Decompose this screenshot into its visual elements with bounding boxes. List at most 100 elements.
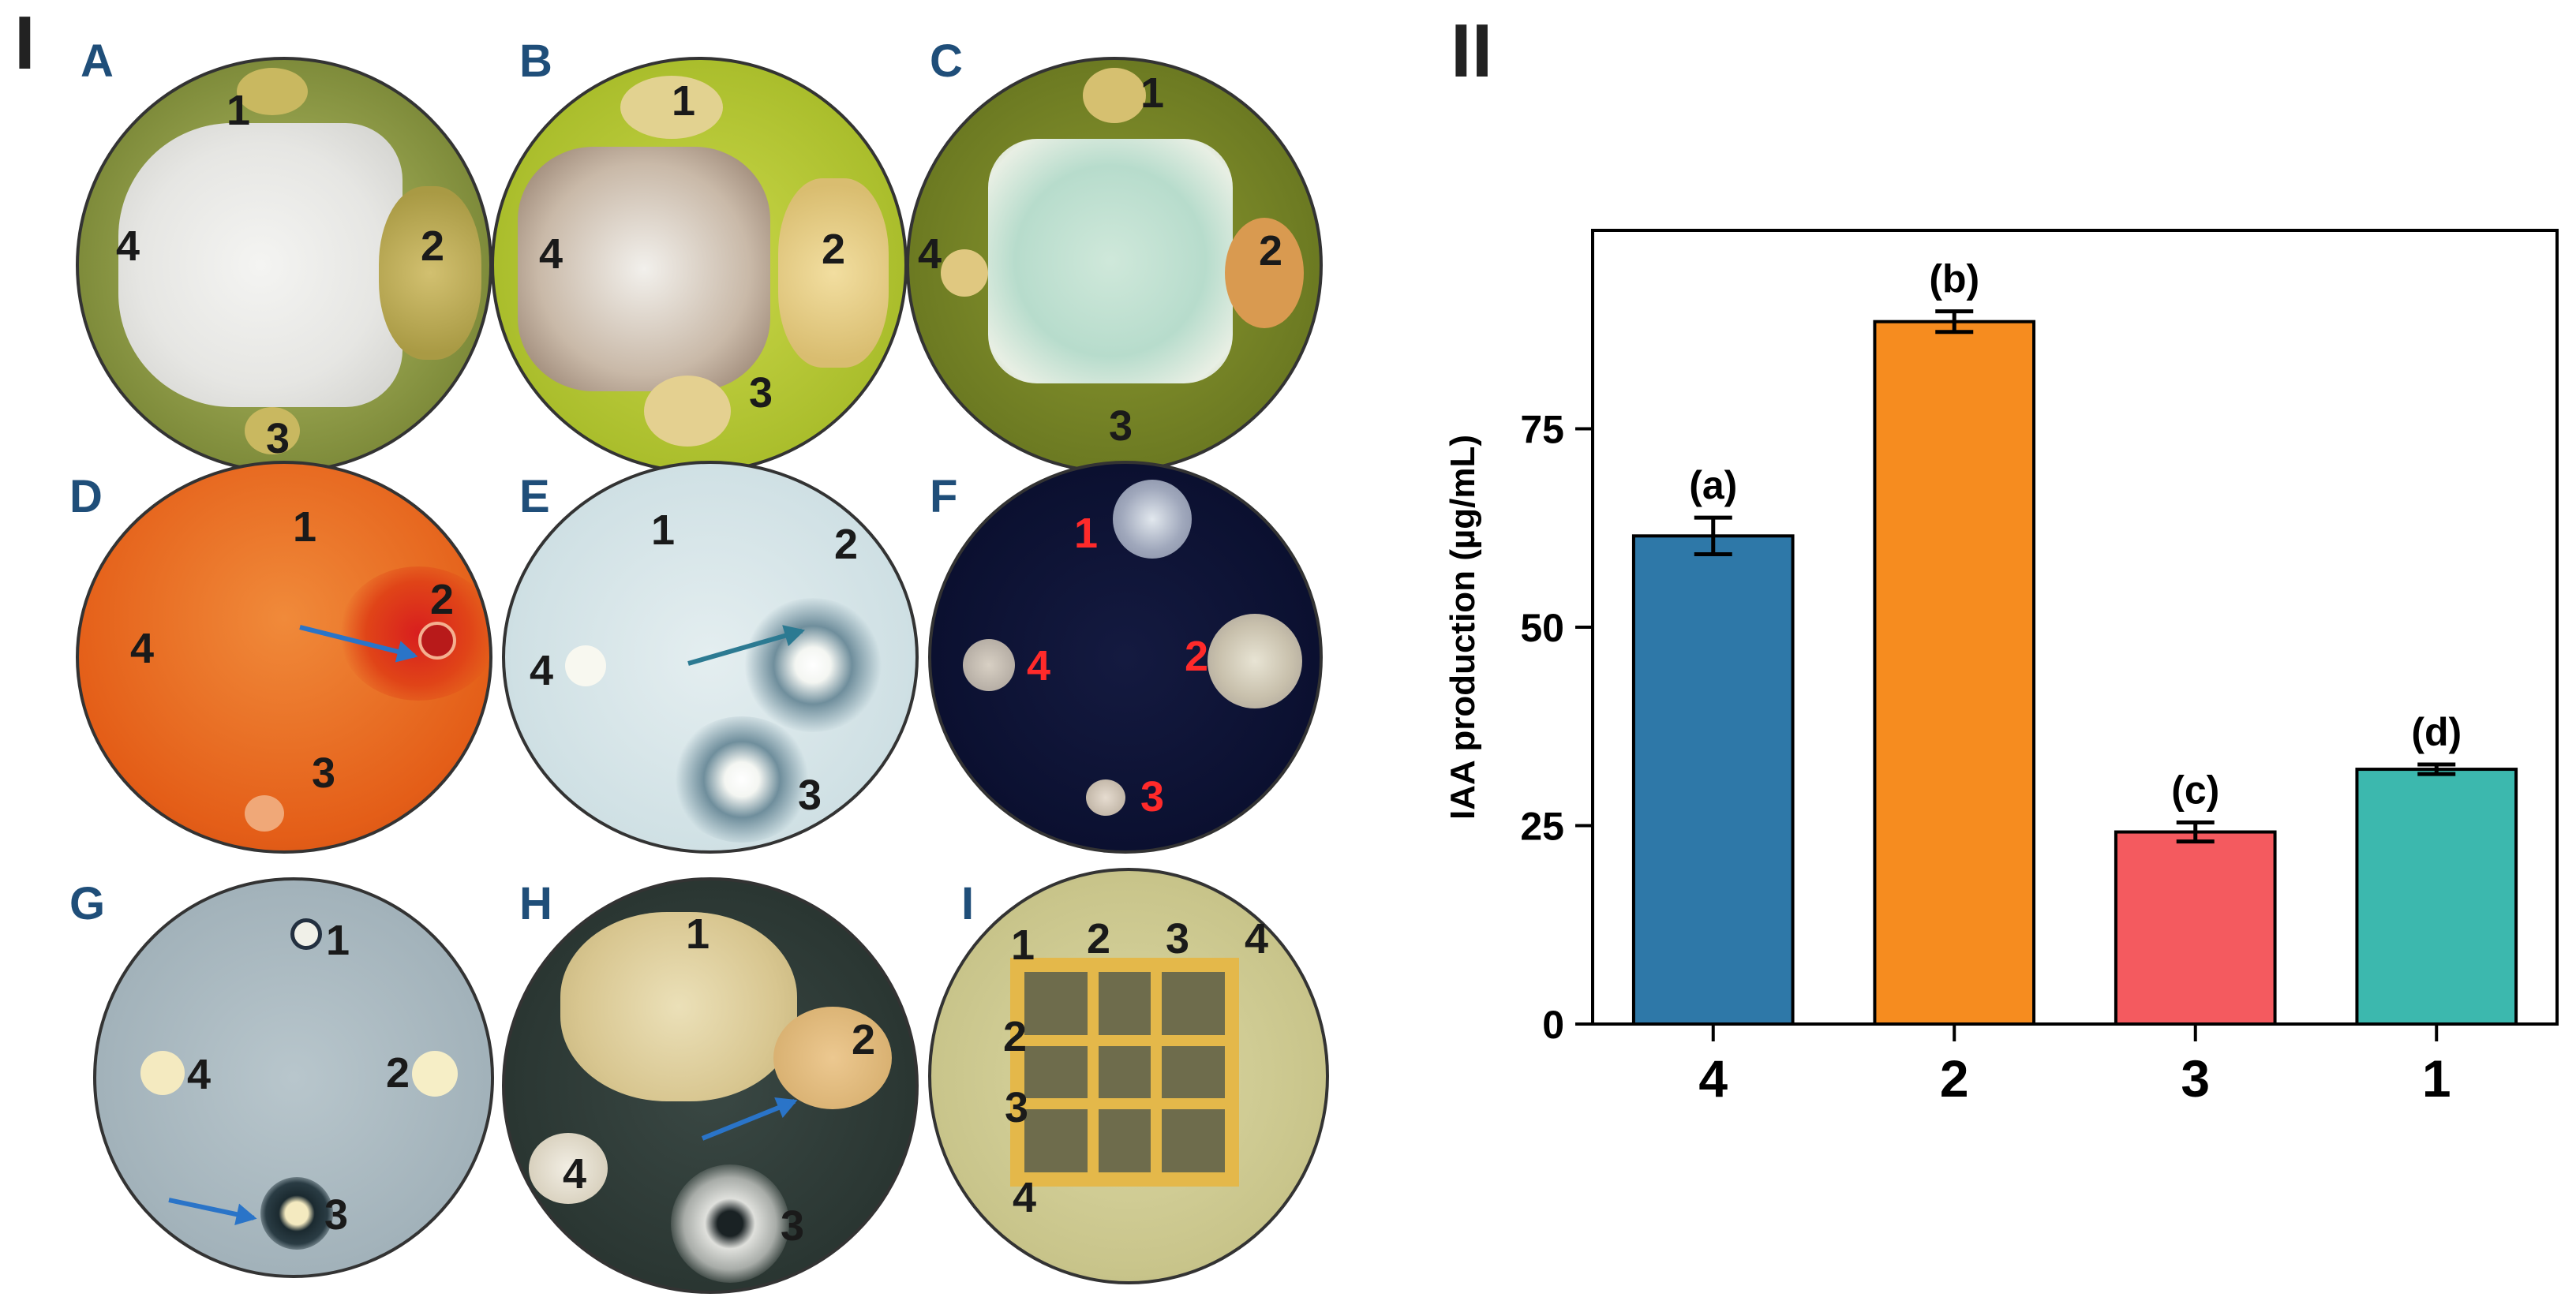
y-tick-label: 0 bbox=[1542, 1003, 1564, 1047]
plate-a-label-3: 3 bbox=[265, 415, 290, 462]
plate-a-label-2: 2 bbox=[420, 222, 445, 270]
plate-i-top-label-2: 2 bbox=[1086, 915, 1111, 963]
plate-e-label-3: 3 bbox=[797, 772, 822, 819]
x-tick-label: 3 bbox=[2181, 1049, 2210, 1108]
significance-label: (b) bbox=[1929, 257, 1979, 301]
plate-f-letter: F bbox=[930, 471, 958, 522]
plate-g-label-1: 1 bbox=[325, 917, 350, 964]
bacterial-colony bbox=[140, 1051, 185, 1095]
bar bbox=[2114, 830, 2277, 1026]
bacterial-colony bbox=[560, 912, 797, 1101]
y-tick-label: 50 bbox=[1520, 606, 1564, 650]
significance-label: (c) bbox=[2171, 768, 2219, 812]
x-tick-label: 2 bbox=[1940, 1049, 1969, 1108]
bacterial-colony bbox=[379, 186, 481, 360]
bacterial-colony bbox=[565, 645, 606, 686]
bar bbox=[2355, 768, 2518, 1026]
plate-i-top-label-4: 4 bbox=[1244, 915, 1269, 963]
bacterial-colony bbox=[941, 249, 988, 297]
plate-h bbox=[502, 877, 919, 1294]
bacterial-colony bbox=[644, 376, 731, 447]
streak-grid bbox=[1010, 958, 1239, 1187]
plate-f-label-4: 4 bbox=[1026, 642, 1051, 690]
fungal-mycelium bbox=[118, 123, 402, 407]
plate-h-label-4: 4 bbox=[562, 1150, 587, 1198]
plate-i-letter: I bbox=[961, 878, 975, 929]
plate-b-label-3: 3 bbox=[748, 369, 773, 417]
halo-zone bbox=[671, 1164, 789, 1283]
plate-f bbox=[928, 461, 1323, 854]
bacterial-colony bbox=[245, 795, 284, 832]
bacterial-colony bbox=[620, 76, 723, 139]
plate-c bbox=[906, 57, 1323, 473]
plate-i-left-label-4: 4 bbox=[1012, 1174, 1037, 1221]
plate-d-label-4: 4 bbox=[129, 625, 155, 672]
fungal-mycelium bbox=[988, 139, 1233, 383]
bacterial-colony bbox=[1225, 218, 1304, 328]
plate-h-label-1: 1 bbox=[685, 910, 710, 958]
plate-b-label-4: 4 bbox=[538, 230, 564, 278]
bacterial-colony bbox=[245, 407, 300, 454]
bacterial-colony bbox=[1113, 480, 1192, 559]
plate-c-letter: C bbox=[930, 36, 963, 87]
bacterial-colony bbox=[963, 639, 1015, 691]
plate-g-label-3: 3 bbox=[324, 1191, 349, 1239]
plate-c-label-2: 2 bbox=[1258, 227, 1283, 275]
bar bbox=[1631, 534, 1795, 1026]
plate-i-left-label-3: 3 bbox=[1004, 1084, 1029, 1131]
panel-i-label: I bbox=[14, 1, 36, 85]
plate-g bbox=[93, 877, 494, 1278]
plate-f-label-3: 3 bbox=[1140, 773, 1165, 820]
y-tick-label: 75 bbox=[1520, 408, 1564, 452]
halo-zone bbox=[339, 566, 489, 701]
plate-d bbox=[76, 461, 492, 854]
plate-i-top-label-1: 1 bbox=[1010, 921, 1035, 969]
bacterial-colony bbox=[529, 1133, 608, 1204]
plate-c-label-1: 1 bbox=[1140, 69, 1165, 117]
plate-e-label-1: 1 bbox=[650, 506, 676, 554]
plate-a-letter: A bbox=[80, 36, 114, 87]
plate-c-label-3: 3 bbox=[1108, 402, 1133, 450]
plate-g-letter: G bbox=[69, 878, 106, 929]
plate-b-label-1: 1 bbox=[671, 77, 696, 125]
bar bbox=[1873, 320, 2036, 1026]
plate-a-label-1: 1 bbox=[226, 87, 251, 134]
x-tick-label: 4 bbox=[1698, 1049, 1728, 1108]
plate-g-label-4: 4 bbox=[186, 1051, 212, 1098]
plate-i-left-label-2: 2 bbox=[1002, 1013, 1028, 1060]
plate-b-label-2: 2 bbox=[821, 226, 846, 273]
plate-d-label-2: 2 bbox=[429, 576, 455, 623]
plate-h-letter: H bbox=[519, 878, 552, 929]
significance-label: (a) bbox=[1689, 463, 1737, 507]
plate-d-label-1: 1 bbox=[292, 503, 317, 551]
bacterial-colony bbox=[237, 68, 308, 115]
plate-a bbox=[76, 57, 492, 473]
panel-ii-label: II bbox=[1451, 9, 1493, 93]
plate-e-label-2: 2 bbox=[833, 521, 859, 568]
plate-b bbox=[491, 57, 908, 473]
bacterial-colony bbox=[412, 1051, 458, 1097]
plate-a-label-4: 4 bbox=[115, 222, 140, 270]
y-axis-label: IAA production (µg/mL) bbox=[1443, 435, 1482, 820]
x-tick-label: 1 bbox=[2422, 1049, 2451, 1108]
bacterial-colony bbox=[1086, 779, 1125, 816]
bacterial-colony bbox=[290, 918, 322, 950]
plot-frame bbox=[1591, 229, 2559, 1026]
y-tick-label: 25 bbox=[1520, 805, 1564, 849]
plate-e-label-4: 4 bbox=[529, 647, 554, 694]
bacterial-colony bbox=[1208, 614, 1302, 708]
plate-g-label-2: 2 bbox=[385, 1049, 410, 1097]
bacterial-colony bbox=[418, 622, 456, 660]
plate-i-top-label-3: 3 bbox=[1165, 915, 1190, 963]
plate-i bbox=[928, 868, 1329, 1284]
plate-d-label-3: 3 bbox=[311, 749, 336, 797]
plate-f-label-2: 2 bbox=[1184, 633, 1209, 680]
significance-label: (d) bbox=[2411, 710, 2462, 754]
halo-zone bbox=[260, 1177, 333, 1250]
halo-zone bbox=[671, 716, 813, 843]
bacterial-colony bbox=[1083, 68, 1146, 123]
halo-zone bbox=[742, 598, 884, 732]
plate-b-letter: B bbox=[519, 36, 552, 87]
plate-h-label-2: 2 bbox=[851, 1016, 876, 1063]
plate-f-label-1: 1 bbox=[1073, 510, 1099, 557]
